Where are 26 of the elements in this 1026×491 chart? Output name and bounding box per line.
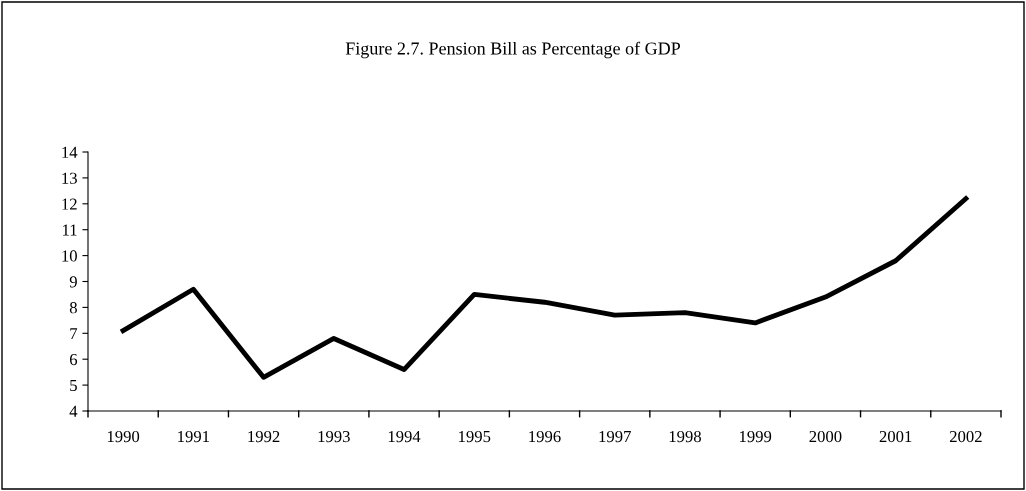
y-tick-label: 12 <box>62 198 77 210</box>
x-tick-label: 1996 <box>529 430 561 443</box>
y-tick-label: 14 <box>62 146 78 158</box>
x-tick-label: 1995 <box>459 430 491 443</box>
chart-title: Figure 2.7. Pension Bill as Percentage of GDP <box>345 41 681 59</box>
y-tick-label: 9 <box>69 276 77 288</box>
y-tick-label: 6 <box>69 353 78 366</box>
x-tick-label: 2001 <box>879 430 912 443</box>
x-tick-label: 2002 <box>949 430 982 443</box>
y-tick-label: 10 <box>62 250 77 262</box>
x-tick-label: 1991 <box>178 430 210 443</box>
x-tick-label: 1994 <box>388 430 421 443</box>
y-tick-label: 7 <box>70 328 78 340</box>
y-tick-label: 13 <box>62 172 77 184</box>
x-tick-label: 1998 <box>669 430 701 443</box>
x-tick-label: 1990 <box>107 430 140 443</box>
y-tick-label: 8 <box>69 302 77 314</box>
y-tick-label: 5 <box>70 379 77 392</box>
x-tick-label: 1997 <box>599 430 631 443</box>
x-tick-label: 1992 <box>248 430 280 443</box>
line-series <box>120 196 969 380</box>
x-tick-label: 1993 <box>318 430 350 443</box>
y-tick-label: 4 <box>69 405 78 417</box>
x-tick-label: 1999 <box>739 430 772 443</box>
y-tick-label: 11 <box>63 224 77 236</box>
x-tick-label: 2000 <box>809 430 842 443</box>
